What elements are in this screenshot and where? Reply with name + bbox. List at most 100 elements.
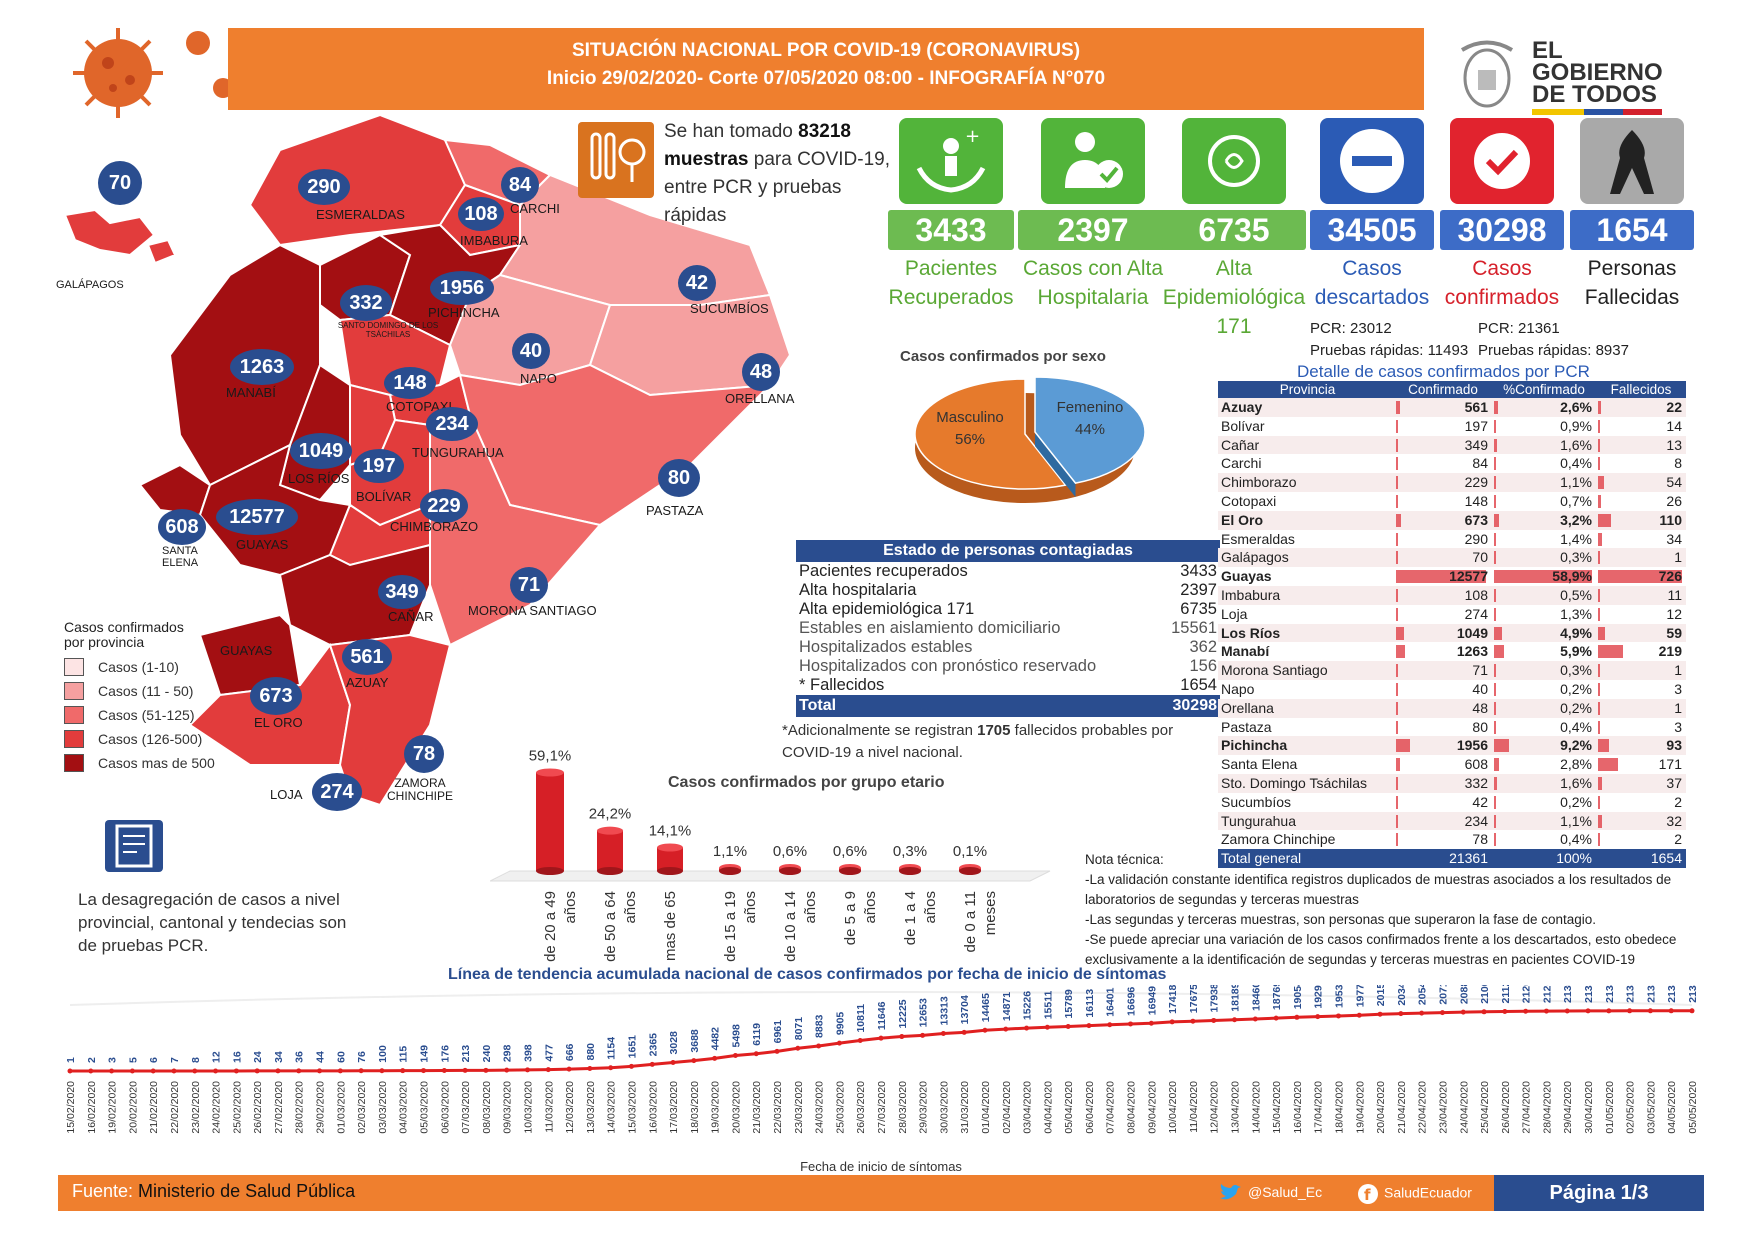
trend-date-label: 14/04/2020 [1250, 1081, 1262, 1134]
trend-value-label: 24 [252, 1051, 264, 1063]
trend-date-label: 22/02/2020 [169, 1081, 181, 1134]
trend-date-label: 12/03/2020 [564, 1081, 576, 1134]
trend-value-label: 15226 [1022, 991, 1034, 1020]
trend-value-label: 880 [585, 1043, 597, 1061]
trend-point [192, 1068, 198, 1074]
trend-value-label: 19533 [1333, 985, 1345, 1008]
age-bar-bottom [779, 867, 801, 875]
label-guayas-secondary: GUAYAS [220, 643, 273, 658]
facebook-link[interactable]: f SaludEcuador [1358, 1184, 1472, 1204]
trend-date-label: 01/04/2020 [980, 1081, 992, 1134]
trend-point [150, 1068, 156, 1074]
pcr-table-bar [1494, 645, 1504, 659]
trend-value-label: 16113 [1084, 989, 1096, 1018]
bubble-santo-domingo: 332 [340, 285, 392, 321]
trend-date-label: 09/04/2020 [1146, 1081, 1158, 1134]
trend-point [462, 1067, 468, 1073]
trend-point [1439, 1010, 1445, 1016]
estado-title: Estado de personas contagiadas [796, 540, 1220, 562]
trend-date-label: 17/03/2020 [668, 1081, 680, 1134]
trend-point [795, 1045, 801, 1051]
ecuador-coat-of-arms-icon [1460, 40, 1514, 108]
trend-value-label: 5498 [730, 1024, 742, 1048]
label-manabi: MANABÍ [226, 385, 276, 400]
pcr-table-bar [1494, 588, 1496, 602]
trend-date-label: 16/03/2020 [647, 1081, 659, 1134]
pcr-table-bar [1598, 476, 1605, 490]
pcr-table-bar [1396, 551, 1398, 565]
pcr-table-bar [1494, 438, 1497, 452]
nota-tecnica: Nota técnica: -La validación constante i… [1085, 850, 1695, 970]
zamora-chinchipe-shape [328, 633, 452, 807]
trend-date-label: 20/03/2020 [730, 1081, 742, 1134]
nota-tecnica-line-1: -La validación constante identifica regi… [1085, 872, 1672, 907]
trend-date-label: 02/03/2020 [356, 1081, 368, 1134]
pcr-table-bar [1598, 776, 1603, 790]
trend-point [649, 1061, 655, 1067]
pie-label-femenino: Femenino [1057, 399, 1124, 416]
trend-value-label: 17675 [1188, 985, 1200, 1013]
pcr-table-row: Tungurahua 234 1,1% 32 [1218, 811, 1686, 831]
pcr-table-bar [1396, 682, 1398, 696]
age-bar-value: 0,3% [893, 843, 927, 860]
trend-date-label: 01/03/2020 [335, 1081, 347, 1134]
age-bar-bottom [719, 867, 741, 875]
trend-date-label: 13/03/2020 [585, 1081, 597, 1134]
trend-point [400, 1068, 406, 1074]
coronavirus-illustration [73, 28, 233, 118]
trend-point [275, 1068, 281, 1074]
label-tungurahua: TUNGURAHUA [412, 445, 504, 460]
estado-table: Estado de personas contagiadas Pacientes… [796, 540, 1220, 717]
trend-value-label: 9905 [834, 1012, 846, 1036]
trend-value-label: 2365 [647, 1033, 659, 1057]
age-chart-title: Casos confirmados por grupo etario [668, 774, 945, 791]
label-los-rios: LOS RÍOS [288, 471, 350, 486]
trend-date-label: 29/04/2020 [1562, 1081, 1574, 1134]
pie-label-masculino: Masculino [936, 409, 1004, 426]
pcr-table-bar [1396, 570, 1486, 584]
age-bar-chart: 59,1% de 20 a 49 años 24,2% de 50 a 64 años 14… [490, 748, 1051, 962]
twitter-link[interactable]: @Salud_Ec [1218, 1184, 1322, 1202]
pcr-table-row: Pichincha 1956 9,2% 93 [1218, 736, 1686, 756]
descartados-rapidas: Pruebas rápidas: 11493 [1310, 342, 1469, 359]
trend-value-label: 21361 [1666, 985, 1678, 1003]
label-zamora-chinchipe: ZAMORA CHINCHIPE [386, 776, 453, 803]
trend-date-label: 18/04/2020 [1333, 1081, 1345, 1134]
trend-value-label: 21263 [1541, 985, 1553, 1003]
pie-slice-femenino-group [1034, 376, 1146, 498]
trend-value-label: 149 [419, 1045, 431, 1063]
trend-date-label: 18/03/2020 [689, 1081, 701, 1134]
label-galapagos: GALÁPAGOS [56, 279, 124, 291]
bubble-loja: 274 [312, 773, 362, 811]
kpi-alta-hospitalaria-label: Casos con Alta Hospitalaria [1022, 257, 1164, 309]
trend-date-label: 23/04/2020 [1437, 1081, 1449, 1134]
trend-date-label: 05/03/2020 [419, 1081, 431, 1134]
trend-date-label: 30/03/2020 [938, 1081, 950, 1134]
trend-xlabel: Fecha de inicio de síntomas [800, 1159, 962, 1174]
svg-text:f: f [1364, 1186, 1371, 1204]
pcr-table-bar [1494, 664, 1496, 678]
government-logo-text: EL GOBIERNO DE TODOS [1532, 37, 1663, 108]
trend-point [1335, 1013, 1341, 1019]
pcr-table-row: Santa Elena 608 2,8% 171 [1221, 756, 1682, 773]
trend-value-label: 5 [127, 1057, 139, 1063]
pcr-table-bar [1396, 457, 1398, 471]
trend-date-label: 22/04/2020 [1417, 1081, 1429, 1134]
descartados-pcr: PCR: 23012 [1310, 320, 1392, 337]
age-bar-bottom [959, 867, 981, 875]
santa-elena-shape [138, 463, 212, 517]
trend-point [1232, 1017, 1238, 1023]
trend-point [1647, 1008, 1653, 1014]
age-bar [536, 772, 564, 871]
pcr-table-bar [1494, 814, 1496, 828]
trend-point [1668, 1008, 1674, 1014]
trend-date-label: 08/04/2020 [1126, 1081, 1138, 1134]
pcr-table-bar [1494, 720, 1496, 734]
galapagos-shape [63, 208, 177, 265]
trend-value-label: 14465 [980, 993, 992, 1022]
pcr-table-bar [1396, 758, 1401, 772]
label-santa-elena: SANTA ELENA [162, 545, 199, 569]
pcr-table-row: Esmeraldas 290 1,4% 34 [1221, 530, 1682, 547]
kpi-confirmados-value: 30298 [1440, 210, 1564, 250]
trend-date-label: 04/05/2020 [1666, 1081, 1678, 1134]
